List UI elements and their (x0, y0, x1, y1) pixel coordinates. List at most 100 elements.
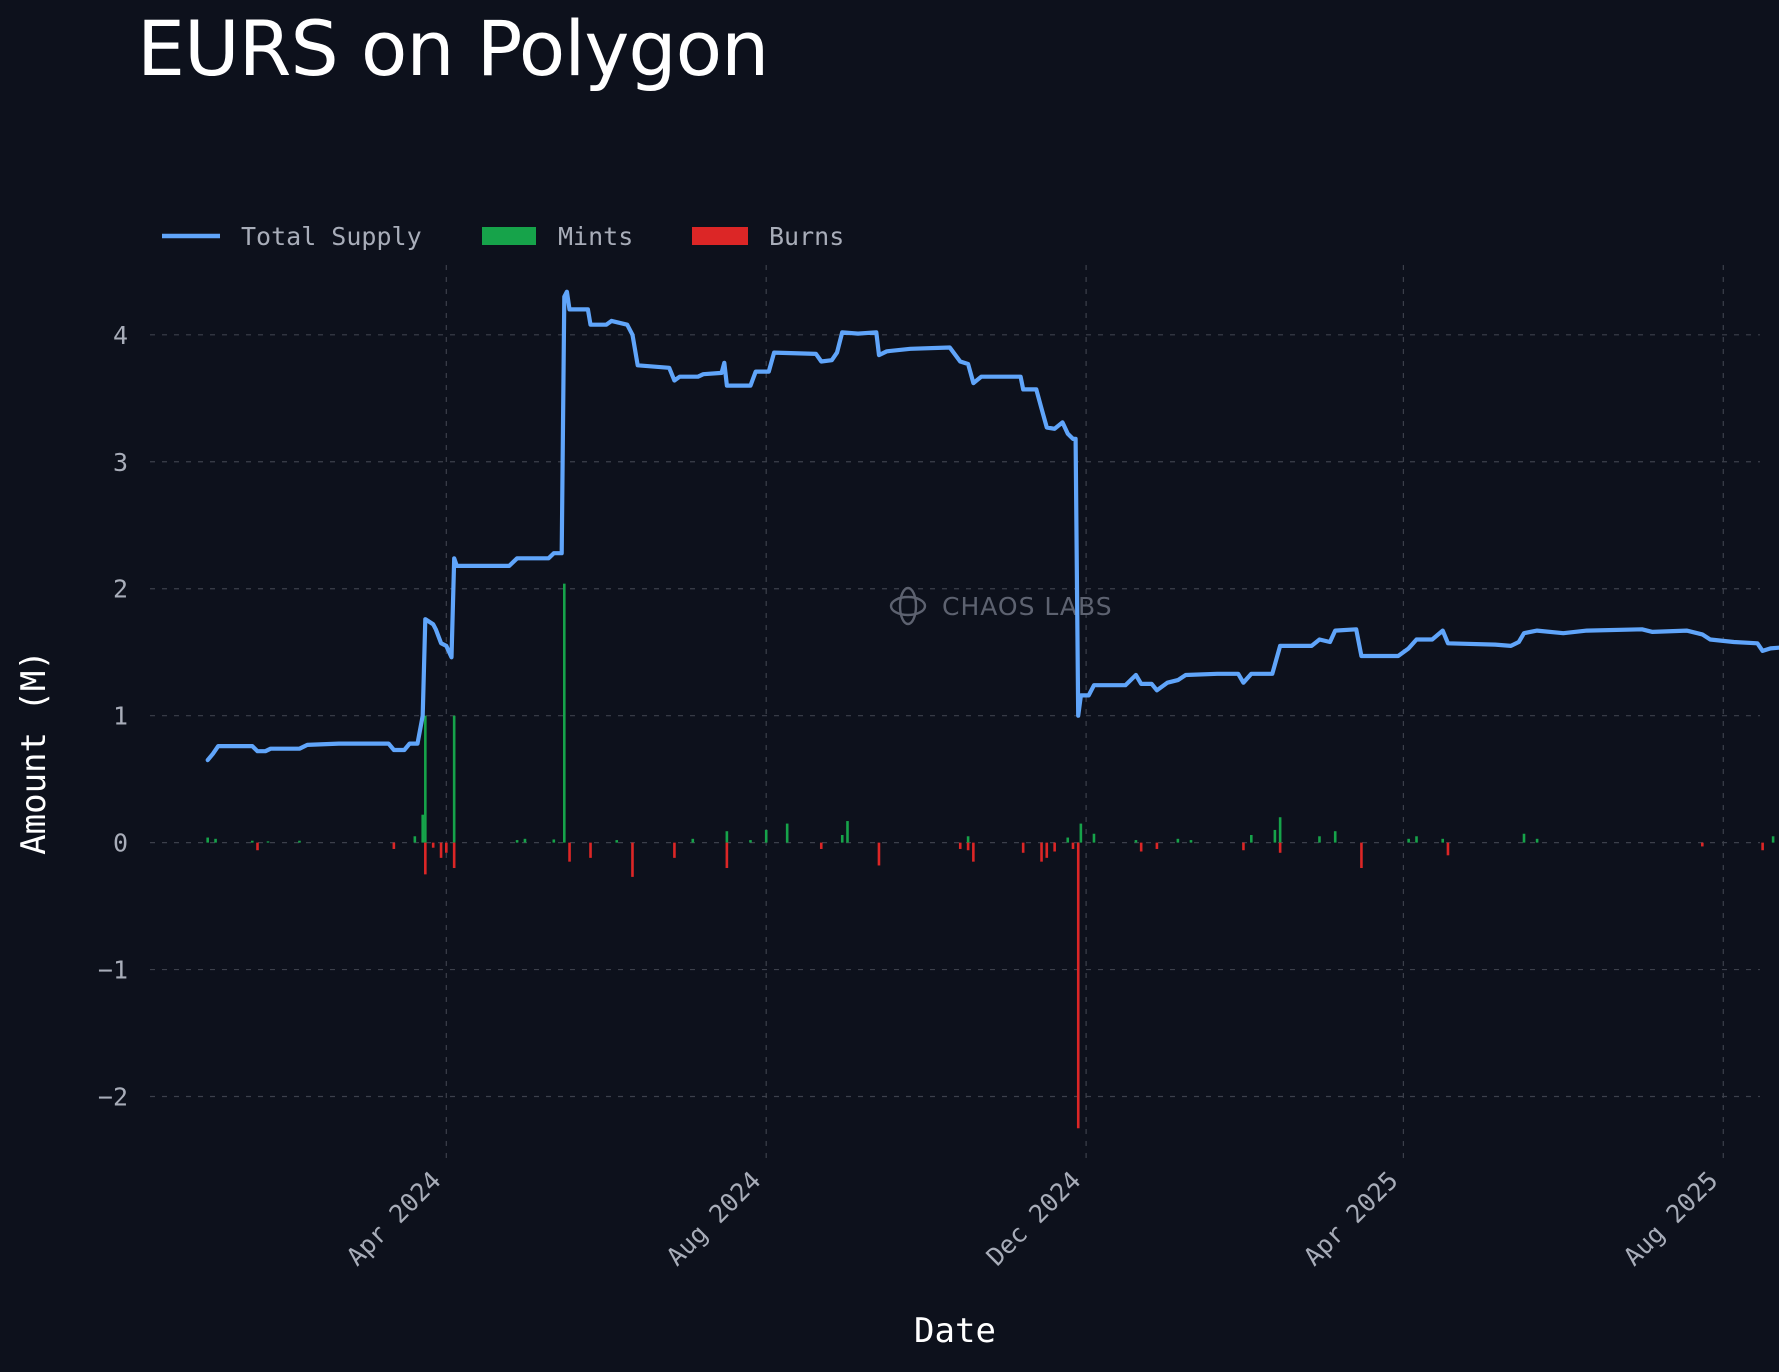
burn-bar (256, 842, 259, 851)
burn-bar (1701, 842, 1704, 847)
mint-bar (749, 840, 752, 843)
burn-bar (673, 842, 676, 858)
mint-bar (1522, 833, 1526, 843)
mint-bar (552, 839, 556, 843)
legend-label-total-supply: Total Supply (241, 222, 422, 251)
burn-bar (1053, 842, 1056, 852)
mint-bar (424, 715, 427, 843)
mint-bar (1273, 829, 1277, 843)
mint-bar (1318, 836, 1321, 843)
legend-swatch-burns (692, 227, 748, 245)
y-tick-label: 1 (113, 702, 128, 731)
mint-bar (298, 840, 301, 843)
mint-bar (250, 840, 254, 843)
mint-bar (785, 823, 789, 843)
mint-bar (1079, 823, 1083, 843)
burn-bar (958, 842, 962, 849)
mint-bar (421, 814, 425, 843)
watermark-text: CHAOS LABS (942, 592, 1113, 621)
mint-bar (691, 838, 695, 843)
line-layer (205, 289, 1779, 763)
mint-bar (452, 715, 456, 843)
mint-bar (1535, 838, 1539, 843)
mint-bar (523, 838, 527, 843)
y-tick-label: −2 (98, 1083, 128, 1112)
mint-bar (846, 821, 849, 843)
x-tick-label: Apr 2025 (1298, 1166, 1404, 1272)
x-tick-label: Aug 2025 (1618, 1166, 1724, 1272)
mint-bar (1134, 840, 1138, 843)
burn-bar (725, 842, 729, 869)
burn-bar (1360, 842, 1363, 869)
mint-bar (1176, 838, 1180, 843)
chaos-labs-logo-icon (889, 586, 927, 626)
burn-bar (1076, 842, 1080, 1129)
burn-bar (568, 842, 571, 862)
mint-bar (1250, 835, 1253, 843)
burn-bar (589, 842, 592, 858)
mint-bar (1189, 840, 1193, 843)
burn-bar (452, 842, 456, 869)
burn-bar (1446, 842, 1450, 856)
axis-layer: −2 −1 0 1 2 3 4 Apr 2024 Aug 2024 Dec 2024 Apr 202… (14, 321, 1724, 1351)
x-tick-label: Dec 2024 (981, 1166, 1087, 1272)
y-axis-title: Amount (M) (14, 650, 54, 855)
chart-title: EURS on Polygon (137, 4, 769, 93)
total-supply-line (205, 289, 1779, 763)
burn-bar (819, 842, 823, 849)
mint-bar (214, 838, 217, 843)
y-tick-label: 4 (113, 321, 128, 350)
burn-bar (877, 842, 881, 866)
y-tick-label: 0 (113, 829, 128, 858)
watermark: CHAOS LABS (889, 586, 1113, 626)
grid-layer (150, 265, 1760, 1160)
burn-bar (631, 842, 634, 877)
burn-bar (1071, 842, 1075, 849)
mint-bar (615, 840, 619, 843)
legend: Total Supply Mints Burns (162, 222, 844, 251)
burn-bar (1761, 842, 1764, 851)
burn-bar (392, 842, 396, 849)
mint-bar (1092, 833, 1096, 843)
burn-bar (1045, 842, 1049, 858)
y-tick-label: 2 (113, 575, 128, 604)
burn-bar (1278, 842, 1282, 853)
mint-bar (562, 583, 566, 843)
burn-bar (1139, 842, 1143, 852)
y-tick-label: 3 (113, 448, 128, 477)
burn-bar (972, 842, 975, 862)
burn-bar (431, 842, 435, 848)
burn-bar (424, 842, 427, 875)
x-tick-label: Apr 2024 (341, 1166, 447, 1272)
mint-bar (413, 836, 417, 843)
mint-bar (1407, 838, 1410, 843)
bars-layer (206, 583, 1775, 1129)
burn-bar (1155, 842, 1159, 849)
x-axis-title: Date (914, 1311, 996, 1351)
mint-bar (840, 835, 844, 843)
mint-bar (1066, 837, 1070, 843)
burn-bar (445, 842, 448, 853)
burn-bar (1242, 842, 1245, 851)
mint-bar (1278, 817, 1282, 843)
burn-bar (1040, 842, 1043, 862)
burn-bar (439, 842, 443, 858)
y-tick-label: −1 (98, 956, 128, 985)
legend-swatch-mints (482, 227, 536, 245)
x-tick-label: Aug 2024 (661, 1166, 767, 1272)
mint-bar (764, 829, 768, 843)
mint-bar (1415, 836, 1418, 843)
legend-label-burns: Burns (769, 222, 844, 251)
mint-bar (515, 840, 519, 843)
burn-bar (1021, 842, 1025, 853)
mint-bar (1771, 836, 1775, 843)
mint-bar (1333, 831, 1337, 843)
mint-bar (1441, 838, 1445, 843)
mint-bar (725, 831, 729, 843)
mint-bar (266, 841, 270, 843)
mint-bar (966, 836, 970, 843)
burn-bar (966, 842, 970, 851)
mint-bar (206, 837, 209, 843)
